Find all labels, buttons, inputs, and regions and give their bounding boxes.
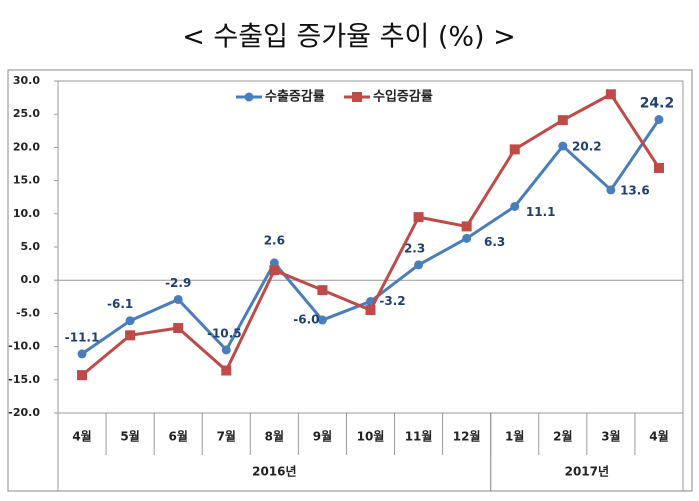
y-tick-label: 20.0 (13, 140, 40, 153)
x-tick-label: 11월 (405, 429, 433, 444)
data-label: -10.5 (207, 326, 242, 340)
y-tick-label: 15.0 (13, 174, 40, 187)
x-tick-label: 10월 (357, 429, 385, 444)
data-label: -2.9 (165, 276, 191, 290)
marker (654, 115, 664, 125)
legend-marker (352, 92, 362, 102)
chart-frame (7, 69, 693, 492)
x-tick-label: 5월 (120, 429, 139, 444)
marker (365, 305, 376, 316)
data-label: -6.1 (107, 297, 133, 311)
marker (461, 221, 472, 232)
data-label: 13.6 (620, 183, 650, 197)
y-tick-label: 30.0 (13, 74, 40, 87)
marker (557, 115, 568, 126)
marker (413, 212, 424, 223)
y-tick-label: -20.0 (8, 406, 40, 419)
marker (221, 365, 232, 376)
data-label: -11.1 (65, 330, 100, 344)
data-label: 2.3 (404, 241, 425, 255)
marker (605, 89, 616, 100)
marker (269, 258, 279, 268)
x-tick-label: 4월 (72, 429, 91, 444)
x-tick-label: 8월 (265, 429, 284, 444)
x-tick-label: 4월 (649, 429, 668, 444)
y-tick-label: -15.0 (8, 373, 40, 386)
marker (77, 349, 87, 359)
marker (173, 294, 183, 304)
marker (221, 345, 231, 355)
x-group-label: 2017년 (565, 465, 609, 479)
marker (414, 260, 424, 270)
series-line (81, 92, 661, 377)
data-label: 24.2 (640, 96, 675, 112)
y-tick-label: 0.0 (21, 273, 41, 286)
data-label: 2.6 (264, 233, 285, 247)
marker (269, 265, 280, 276)
y-tick-label: -5.0 (16, 306, 40, 319)
legend-marker (244, 92, 254, 102)
x-tick-label: 9월 (313, 429, 332, 444)
legend-label: 수입증감률 (373, 90, 433, 105)
y-tick-label: 5.0 (21, 240, 41, 253)
data-label: 6.3 (484, 235, 505, 249)
marker (462, 233, 472, 243)
x-tick-label: 7월 (217, 429, 236, 444)
data-label: -6.0 (293, 313, 319, 327)
marker (606, 185, 616, 195)
marker (653, 162, 664, 173)
marker (125, 330, 136, 341)
marker (125, 316, 135, 326)
plot-area (57, 80, 684, 414)
marker (317, 285, 328, 296)
marker (558, 141, 568, 151)
chart-title: < 수출입 증가율 추이 (%) > (182, 22, 516, 53)
data-label: -3.2 (379, 294, 405, 308)
y-tick-label: -10.0 (8, 340, 40, 353)
x-tick-label: 6월 (168, 429, 187, 444)
y-tick-label: 25.0 (13, 107, 40, 120)
marker (510, 201, 520, 211)
x-tick-label: 2월 (553, 429, 572, 444)
legend-label: 수출증감률 (265, 89, 325, 105)
x-group-label: 2016년 (252, 465, 296, 479)
data-label: 11.1 (526, 205, 556, 219)
marker (317, 315, 327, 325)
y-tick-label: 10.0 (13, 207, 40, 220)
marker (173, 323, 184, 334)
x-tick-label: 1월 (505, 429, 524, 444)
series-line (81, 118, 661, 356)
marker (77, 370, 88, 381)
x-tick-label: 3월 (601, 429, 620, 444)
x-tick-label: 12월 (453, 429, 481, 444)
marker (509, 144, 520, 155)
data-label: 20.2 (572, 140, 602, 154)
